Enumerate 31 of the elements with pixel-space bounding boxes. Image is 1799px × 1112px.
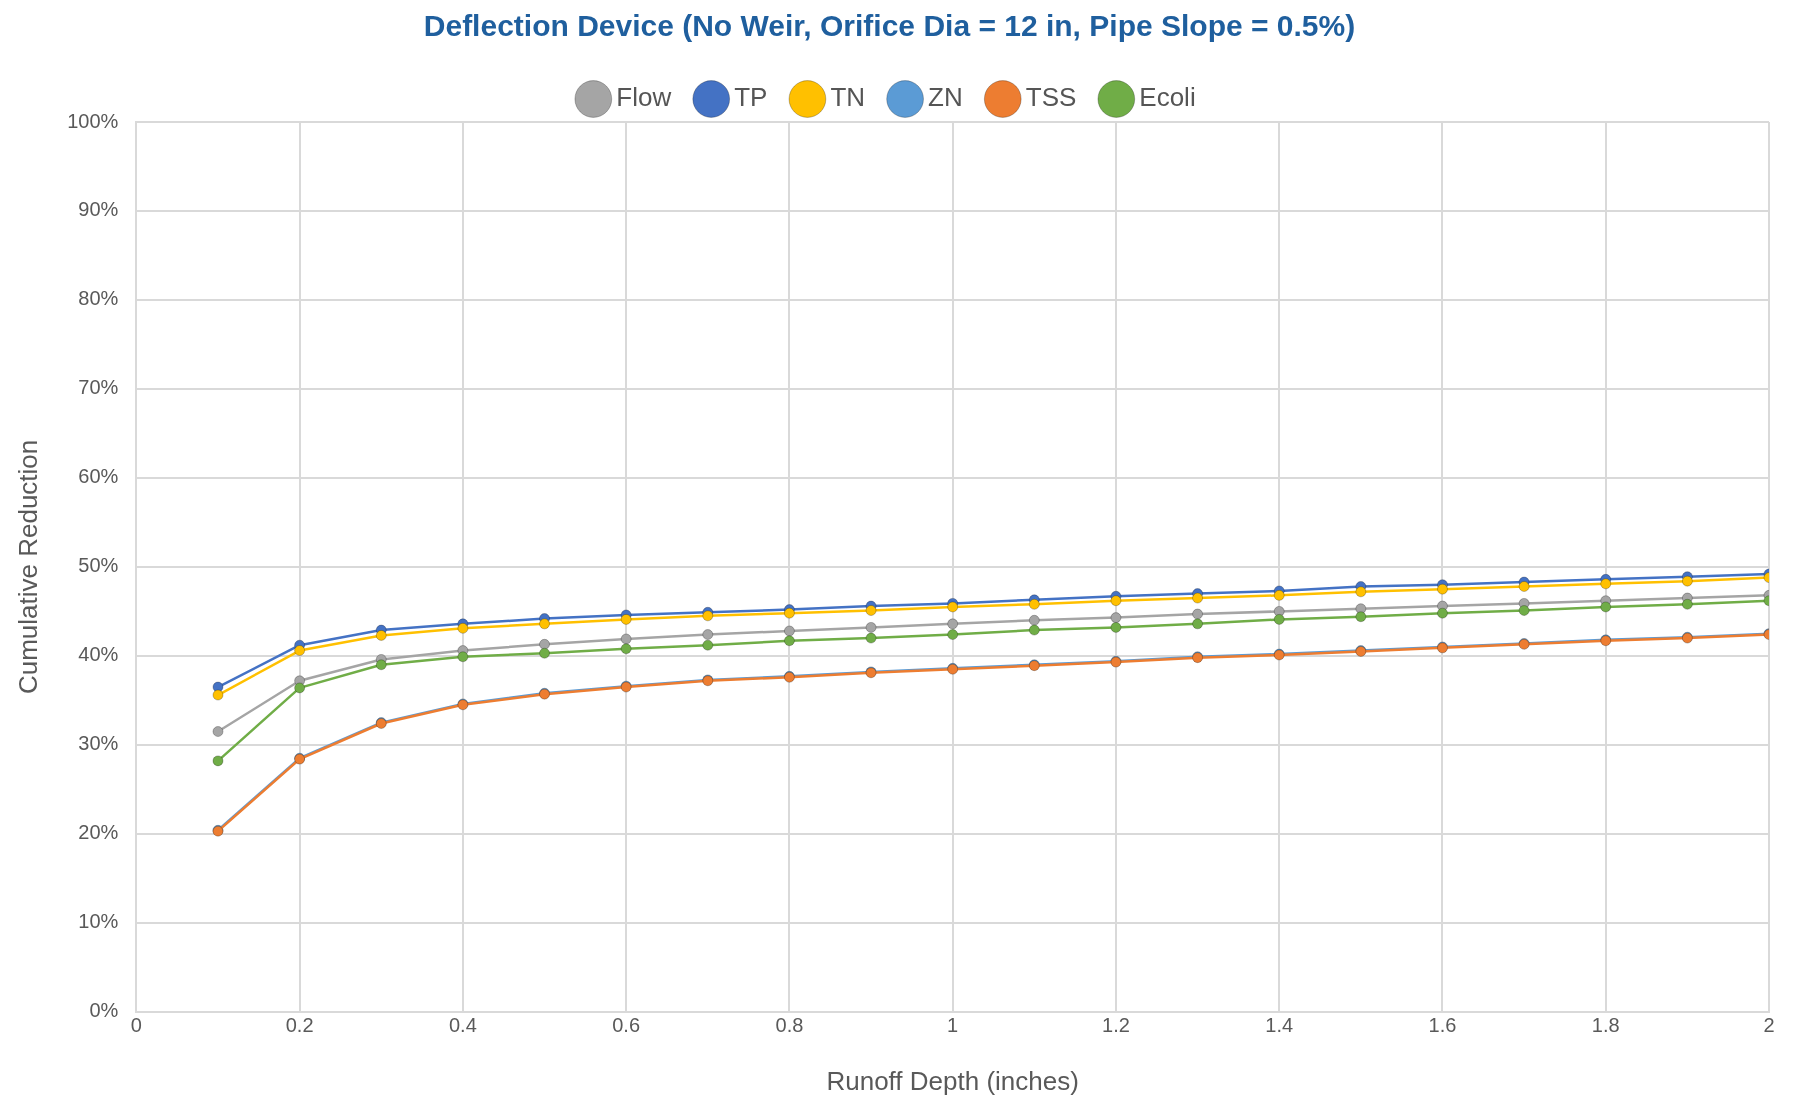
x-tick-label: 2 [1763,1014,1775,1037]
legend-label: Ecoli [1139,82,1196,113]
x-axis-title: Runoff Depth (inches) [826,1065,1079,1096]
x-tick-label: 0 [130,1014,142,1037]
x-tick-label: 1.8 [1591,1014,1620,1037]
y-tick-label: 70% [78,376,119,399]
y-tick-label: 60% [78,465,119,488]
x-tick-label: 1 [947,1014,959,1037]
y-tick-label: 90% [78,198,119,221]
legend-label: TSS [1025,82,1077,113]
y-tick-label: 80% [78,287,119,310]
y-tick-label: 50% [78,554,119,577]
y-tick-label: 30% [78,732,119,755]
legend-label: Flow [616,82,672,113]
legend-label: ZN [928,82,963,113]
x-tick-label: 1.2 [1102,1014,1130,1037]
y-axis-title: Cumulative Reduction [12,439,43,695]
y-tick-label: 10% [78,910,119,933]
y-tick-label: 40% [78,643,119,666]
x-tick-label: 0.6 [612,1014,641,1037]
y-tick-label: 20% [78,821,119,844]
chart-title: Deflection Device (No Weir, Orifice Dia = 12 in, Pipe Slope = 0.5%) [423,9,1356,43]
legend-label: TP [734,82,768,113]
x-tick-label: 0.8 [775,1014,804,1037]
x-tick-label: 1.4 [1265,1014,1294,1037]
x-tick-label: 0.2 [285,1014,314,1037]
y-tick-label: 100% [67,109,119,132]
x-tick-label: 1.6 [1428,1014,1457,1037]
y-tick-label: 0% [89,999,119,1022]
x-tick-label: 0.4 [448,1014,477,1037]
legend-label: TN [830,82,866,113]
